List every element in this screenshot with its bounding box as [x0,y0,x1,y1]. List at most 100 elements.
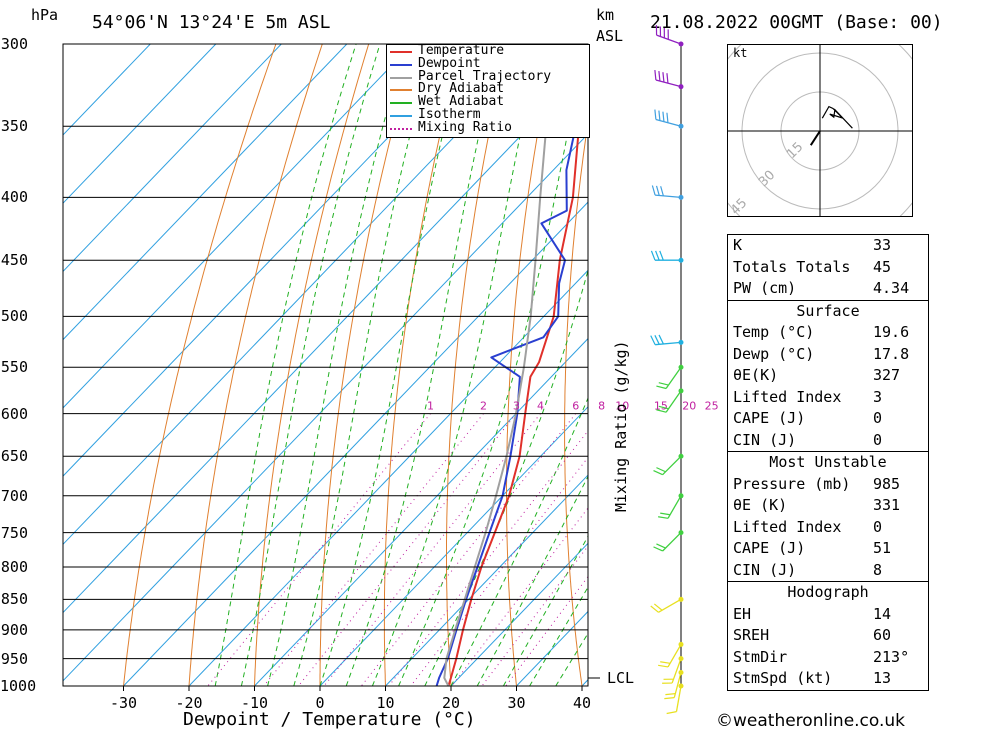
wind-barb-flag [655,185,660,196]
legend-item: Isotherm [387,106,589,122]
wind-barb [671,658,682,684]
legend-item: Dewpoint [387,57,589,71]
legend-label: Wet Adiabat [418,94,505,110]
hodograph-ring-label: 30 [756,168,778,190]
index-name: CAPE (J) [733,409,806,427]
index-name: EH [733,604,752,623]
index-section-title: Most Unstable [728,451,928,474]
legend-label: Mixing Ratio [418,119,512,135]
wind-barb [658,598,682,613]
dry-adiabat-line [972,44,1000,686]
wet-adiabat-line [319,44,466,686]
hodograph-ring-label: 45 [728,196,750,216]
isotherm-line [63,44,217,204]
legend-swatch [390,114,412,117]
index-name: K [733,236,743,254]
wind-barb-flag [658,110,661,121]
index-name: CAPE (J) [733,539,806,557]
isotherm-line [63,64,588,614]
index-value: 3 [873,387,883,406]
wind-barb [655,79,682,88]
hodograph-ring-label: 15 [784,140,806,162]
index-name: Totals Totals [733,257,851,276]
pressure-tick-label: 350 [0,117,28,136]
wind-barb-flag [654,69,657,81]
wind-level-dot [678,123,684,129]
index-value: 13 [873,669,892,687]
temperature-tick-label: 40 [572,694,592,712]
index-value: 33 [873,236,892,254]
hodograph: 15 30 45 [702,13,938,249]
legend-swatch [390,76,412,79]
wind-barb-flag [653,603,663,611]
temperature-tick-label: -10 [240,694,269,712]
isotherm-line [123,201,588,686]
dry-adiabat-line [926,44,1000,686]
index-name: Lifted Index [733,387,842,406]
index-value: 213° [873,647,910,666]
index-row: StmSpd (kt) 13 [728,668,928,690]
wind-barb-flag [662,111,665,122]
wind-barb-flag [658,664,669,668]
index-row: Totals Totals 45 [728,257,928,279]
legend-item: Parcel Trajectory [387,70,589,84]
legend-label: Temperature [418,43,505,58]
pressure-tick-label: 900 [0,620,28,639]
mixing-ratio-line [207,413,431,686]
index-value: 51 [873,539,892,557]
index-row: K 33 [728,235,928,257]
legend-label: Isotherm [418,106,481,122]
lcl-label: LCL [607,669,635,687]
hodograph-trace [821,105,853,129]
index-value: 8 [873,560,883,579]
temperature-tick-label: 10 [376,694,395,712]
wet-adiabat-line [214,44,357,686]
wind-barb [665,390,682,413]
wind-barb-flag [660,186,664,197]
wind-barb [675,685,682,712]
dry-adiabat-line [446,44,509,686]
wet-adiabat-line [345,44,501,686]
index-row: θE(K) 327 [728,365,928,387]
index-name: θE (K) [733,496,788,514]
index-value: 45 [873,257,892,276]
mixing-ratio-line [323,413,541,686]
index-name: StmDir [733,647,788,666]
temperature-tick-label: -20 [175,694,203,712]
mixing-ratio-line [505,575,588,686]
wind-barb-flag [650,335,656,345]
index-value: 0 [873,517,883,536]
index-row: CIN (J) 0 [728,430,928,452]
index-name: CIN (J) [733,560,797,579]
index-name: StmSpd (kt) [733,669,833,687]
legend-swatch [390,102,412,105]
isotherm-line [63,44,282,273]
wind-barb-flag [659,250,664,261]
mixing-ratio-label: 2 [480,400,487,413]
wind-barb-flag [651,185,656,196]
mixing-ratio-line [361,413,577,686]
wind-barb-flag [654,335,660,345]
isotherm-line [63,44,544,546]
index-name: Temp (°C) [733,323,815,341]
legend: Temperature Dewpoint Parcel Trajectory Dry … [386,44,590,138]
temperature-tick-label: 0 [315,694,325,712]
wind-barb-flag [658,405,669,410]
wind-barb [662,455,682,476]
mixing-ratio-label: 8 [598,400,605,413]
wind-barb-flag [650,250,656,261]
index-value: 0 [873,409,883,427]
index-value: 17.8 [873,344,910,363]
isotherm-line [63,133,588,682]
isotherm-line [319,406,588,686]
index-row: PW (cm) 4.34 [728,278,928,300]
legend-swatch [390,63,412,66]
wind-barb [655,118,682,127]
mixing-ratio-label: 6 [572,400,579,413]
pressure-tick-label: 500 [0,307,28,326]
isotherm-line [63,44,348,341]
wind-barb-flag [666,711,677,715]
index-value: 0 [873,430,883,449]
wind-barb [655,341,682,346]
